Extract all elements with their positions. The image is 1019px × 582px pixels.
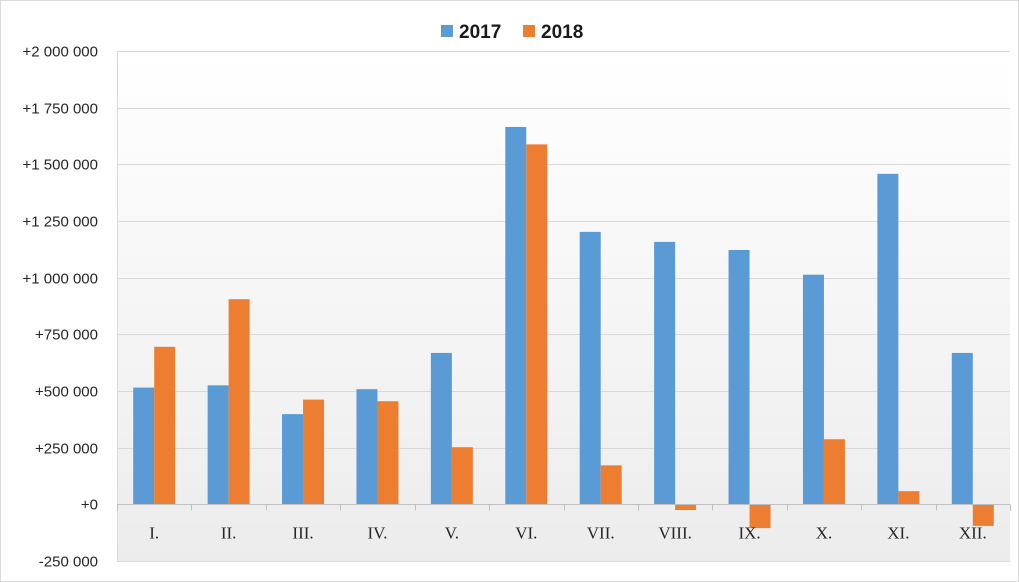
bar-2017-IX bbox=[728, 250, 750, 505]
y-tick-label: +1 500 000 bbox=[23, 157, 99, 174]
x-tick-label: IV. bbox=[367, 523, 387, 542]
bar-2017-X bbox=[802, 274, 824, 505]
x-tick-label: VIII. bbox=[658, 523, 692, 542]
bar-2018-XI bbox=[898, 491, 920, 505]
y-tick-label: +1 000 000 bbox=[23, 271, 99, 288]
y-tick-label: -250 000 bbox=[39, 554, 98, 571]
y-tick-label: +0 bbox=[81, 497, 98, 514]
bar-2018-III bbox=[303, 399, 325, 505]
bar-2018-I bbox=[154, 346, 176, 505]
plot-area bbox=[117, 51, 1010, 561]
bar-2017-VII bbox=[579, 231, 601, 505]
x-tick-label: XI. bbox=[887, 523, 909, 542]
x-tick-label: III. bbox=[292, 523, 313, 542]
y-tick-label: +500 000 bbox=[35, 384, 98, 401]
y-tick-label: +1 750 000 bbox=[23, 101, 99, 118]
y-tick-label: +250 000 bbox=[35, 441, 98, 458]
x-tick-label: II. bbox=[221, 523, 237, 542]
legend-swatch-2017 bbox=[441, 25, 453, 37]
gridlines bbox=[117, 51, 1010, 562]
y-axis: -250 000 +0 +250 000 +500 000 +750 000 +1 000… bbox=[23, 44, 118, 571]
bar-2018-VIII bbox=[675, 504, 697, 510]
y-tick-label: +750 000 bbox=[35, 327, 98, 344]
x-axis: I. II. III. IV. V. VI. VII. VIII. IX. X. XI. XII. bbox=[117, 504, 1011, 542]
bar-2017-IV bbox=[356, 389, 378, 505]
x-tick-label: V. bbox=[445, 523, 459, 542]
x-tick-label: VI. bbox=[515, 523, 537, 542]
bar-2017-XI bbox=[877, 173, 899, 505]
bar-2017-III bbox=[282, 414, 304, 505]
y-tick-label: +2 000 000 bbox=[23, 44, 99, 61]
bar-2017-V bbox=[430, 352, 452, 505]
bar-2017-I bbox=[133, 387, 155, 505]
legend-swatch-2018 bbox=[523, 25, 535, 37]
bar-2018-VI bbox=[526, 144, 548, 505]
x-tick-label: I. bbox=[149, 523, 159, 542]
bar-2018-V bbox=[451, 447, 473, 505]
bar-2018-X bbox=[823, 439, 845, 505]
legend-label-2017: 2017 bbox=[459, 22, 501, 43]
bar-2017-II bbox=[207, 385, 229, 505]
bar-2017-VI bbox=[505, 126, 527, 505]
y-tick-label: +1 250 000 bbox=[23, 214, 99, 231]
x-tick-label: VII. bbox=[587, 523, 615, 542]
x-tick-label: IX. bbox=[738, 523, 760, 542]
bar-2018-II bbox=[228, 299, 250, 505]
bar-2018-IV bbox=[377, 401, 399, 505]
bar-2017-XII bbox=[951, 352, 973, 505]
bar-2018-XII bbox=[972, 504, 994, 526]
legend-label-2018: 2018 bbox=[541, 22, 583, 43]
legend: 2017 2018 bbox=[441, 22, 583, 43]
bar-2018-VII bbox=[600, 465, 622, 505]
bar-2017-VIII bbox=[654, 241, 676, 505]
bar-2018-IX bbox=[749, 504, 771, 529]
x-tick-label: X. bbox=[816, 523, 833, 542]
bars bbox=[133, 126, 994, 529]
x-tick-label: XII. bbox=[959, 523, 987, 542]
